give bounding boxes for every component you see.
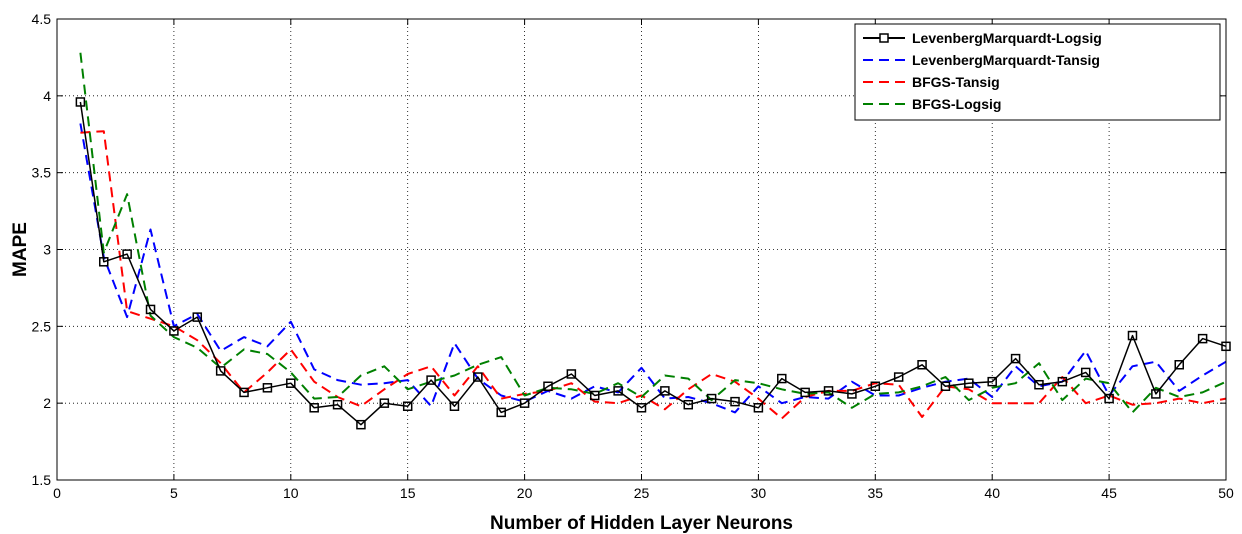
series-point — [215, 366, 226, 376]
series-point — [683, 399, 694, 410]
series-point — [613, 386, 623, 396]
series-point — [893, 372, 904, 382]
y-tick-label: 4.5 — [32, 11, 52, 27]
series-point — [192, 312, 203, 322]
series-point — [1151, 389, 1161, 399]
x-tick-label: 40 — [984, 485, 1000, 501]
y-axis-label: MAPE — [10, 222, 31, 277]
series-point — [1080, 367, 1091, 378]
legend-label-1: LevenbergMarquardt-Tansig — [912, 52, 1100, 68]
series-point — [800, 387, 810, 398]
series-point — [473, 372, 483, 382]
series-point — [636, 403, 647, 413]
x-tick-label: 50 — [1218, 485, 1234, 501]
y-tick-label: 4 — [43, 88, 51, 104]
series-point — [823, 386, 834, 396]
series-point — [286, 378, 296, 388]
series-point — [777, 373, 787, 384]
series-point — [122, 249, 132, 259]
series-point — [99, 257, 109, 267]
series-point — [940, 381, 951, 392]
y-tick-label: 3 — [43, 242, 51, 258]
series-point — [1174, 360, 1184, 370]
legend: LevenbergMarquardt-Logsig LevenbergMarqua… — [854, 23, 1221, 121]
series-point — [449, 401, 460, 411]
series-point — [987, 376, 997, 387]
series-point — [332, 399, 343, 410]
x-tick-label: 25 — [634, 485, 650, 501]
x-tick-label: 20 — [517, 485, 533, 501]
series-point — [1034, 379, 1044, 390]
y-tick-label: 2 — [43, 395, 51, 411]
series-point — [519, 398, 530, 408]
series-point — [1127, 330, 1138, 341]
series-point — [753, 403, 764, 413]
y-tick-label: 3.5 — [32, 165, 52, 181]
x-tick-label: 45 — [1101, 485, 1117, 501]
series-point — [239, 387, 249, 398]
legend-label-3: BFGS-Logsig — [912, 96, 1001, 112]
legend-box — [854, 23, 1221, 121]
series-point — [379, 398, 390, 408]
series-point — [1057, 376, 1068, 387]
x-axis-ticks: 0 5 10 15 20 25 30 35 40 45 50 — [53, 19, 1234, 501]
y-tick-label: 1.5 — [32, 472, 52, 488]
series-point — [1010, 353, 1021, 364]
x-tick-label: 15 — [400, 485, 416, 501]
series-point — [730, 396, 740, 407]
series-point — [1197, 333, 1208, 344]
series-point — [543, 381, 553, 392]
series-point — [870, 381, 881, 392]
series-line-3 — [79, 52, 1227, 414]
series-layer — [75, 52, 1231, 430]
series-point — [145, 304, 156, 315]
series-line-2 — [80, 130, 1227, 420]
series-point — [75, 97, 86, 107]
legend-marker — [879, 33, 889, 43]
x-tick-label: 30 — [751, 485, 767, 501]
y-tick-label: 2.5 — [32, 318, 52, 334]
x-axis-label: Number of Hidden Layer Neurons — [490, 513, 793, 534]
series-point — [356, 419, 366, 430]
series-point — [309, 403, 319, 413]
x-tick-label: 35 — [868, 485, 884, 501]
series-point — [496, 407, 506, 418]
series-point — [589, 390, 600, 401]
x-tick-label: 5 — [170, 485, 178, 501]
series-point — [847, 389, 857, 399]
series-point — [917, 360, 927, 370]
series-point — [566, 369, 577, 379]
series-point — [660, 386, 670, 396]
x-tick-label: 10 — [283, 485, 299, 501]
series-point — [262, 383, 273, 393]
x-tick-label: 0 — [53, 485, 61, 501]
series-point — [1104, 393, 1114, 404]
series-point — [426, 375, 436, 385]
series-point — [169, 326, 179, 336]
legend-label-2: BFGS-Tansig — [912, 74, 1000, 90]
legend-label-0: LevenbergMarquardt-Logsig — [912, 30, 1102, 46]
y-axis-ticks: 1.5 2 2.5 3 3.5 4 4.5 — [32, 11, 1226, 488]
series-point — [706, 393, 717, 404]
series-point — [402, 401, 413, 411]
series-point — [964, 378, 974, 388]
